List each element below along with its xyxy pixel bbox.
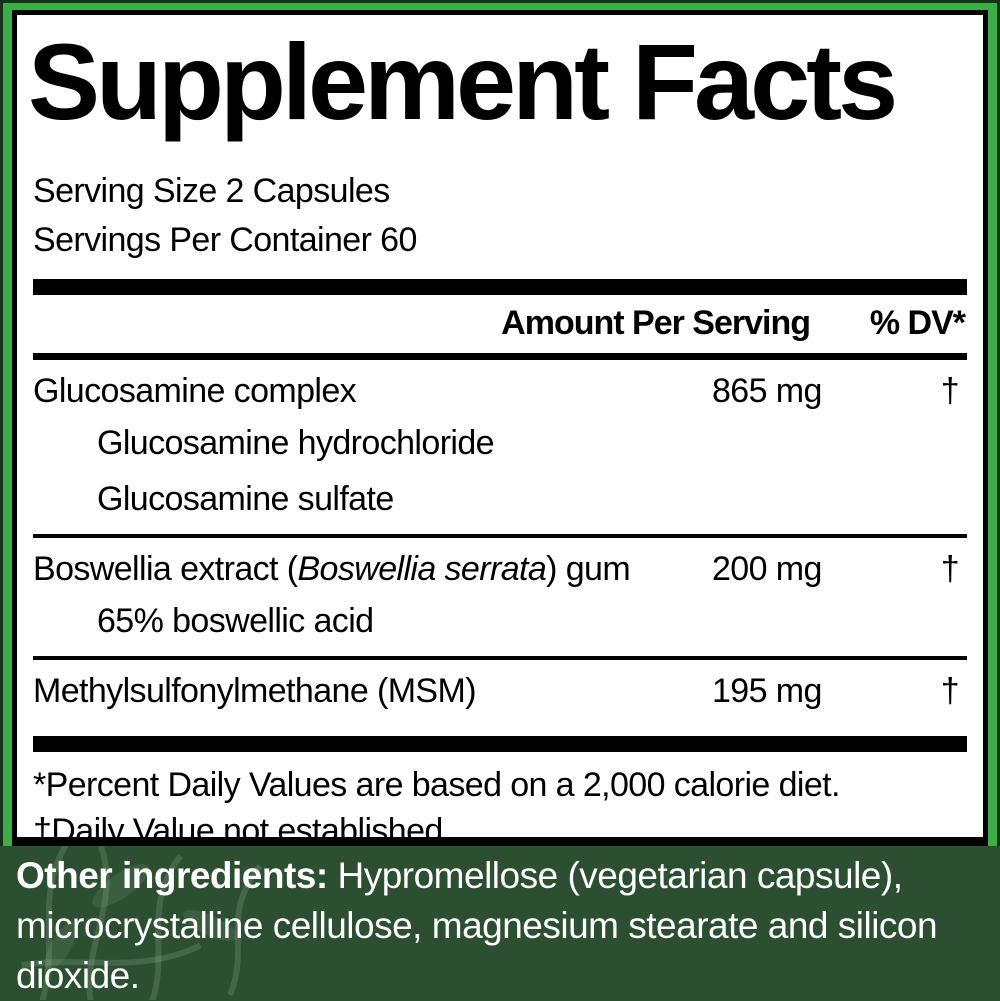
ingredient-row-glucosamine-sulfate: Glucosamine sulfate [33, 478, 967, 534]
ingredient-dv: † [940, 549, 960, 588]
supplement-facts-panel: Supplement Facts Serving Size 2 Capsules… [12, 10, 988, 846]
panel-title: Supplement Facts [28, 21, 898, 142]
ingredient-row-glucosamine-hydrochloride: Glucosamine hydrochloride [33, 422, 967, 478]
divider-under-header [33, 352, 967, 360]
ingredient-amount: 195 mg [712, 671, 822, 710]
column-header-row: Amount Per Serving % DV* [33, 295, 967, 353]
other-ingredients-list: Hypromellose (vegetarian capsule), micro… [16, 855, 938, 996]
ingredient-amount: 865 mg [712, 371, 822, 410]
ingredient-row-boswellic-acid: 65% boswellic acid [33, 600, 967, 656]
divider-thin-1 [33, 533, 967, 538]
ingredient-name: Methylsulfonylmethane (MSM) [33, 671, 477, 710]
ingredient-name-prefix: Boswellia extract ( [33, 549, 298, 588]
serving-size: Serving Size 2 Capsules [33, 171, 390, 210]
ingredient-name: Glucosamine complex [33, 371, 357, 410]
ingredient-name: Glucosamine hydrochloride [97, 423, 495, 462]
ingredient-name: Boswellia extract (Boswellia serrata) gu… [33, 548, 712, 590]
other-ingredients-band: Other ingredients: Hypromellose (vegetar… [0, 846, 1000, 1000]
ingredient-name: Glucosamine sulfate [97, 479, 394, 518]
column-header-amount: Amount Per Serving [501, 303, 811, 342]
other-ingredients-label: Other ingredients: [16, 855, 328, 896]
ingredient-row-boswellia: Boswellia extract (Boswellia serrata) gu… [33, 538, 967, 600]
footnote-dagger: †Daily Value not established. [33, 811, 452, 846]
footnote-percent-dv: *Percent Daily Values are based on a 2,0… [33, 765, 840, 804]
ingredient-name-suffix: ) gum [546, 549, 631, 588]
ingredient-row-glucosamine-complex: Glucosamine complex 865 mg † [33, 360, 967, 422]
ingredient-amount: 200 mg [712, 549, 822, 588]
ingredient-row-msm: Methylsulfonylmethane (MSM) 195 mg † [33, 660, 967, 722]
divider-thick-top [33, 278, 967, 295]
ingredient-name-latin: Boswellia serrata [297, 549, 547, 588]
column-header-dv: % DV* [869, 303, 966, 342]
divider-thin-2 [33, 655, 967, 660]
other-ingredients-text: Other ingredients: Hypromellose (vegetar… [16, 851, 984, 1001]
servings-per-container: Servings Per Container 60 [33, 220, 417, 259]
divider-thick-bottom [33, 735, 967, 752]
ingredient-dv: † [940, 371, 960, 410]
label-frame: Supplement Facts Serving Size 2 Capsules… [0, 0, 1000, 846]
ingredient-name: 65% boswellic acid [97, 601, 374, 640]
ingredient-dv: † [940, 671, 960, 710]
